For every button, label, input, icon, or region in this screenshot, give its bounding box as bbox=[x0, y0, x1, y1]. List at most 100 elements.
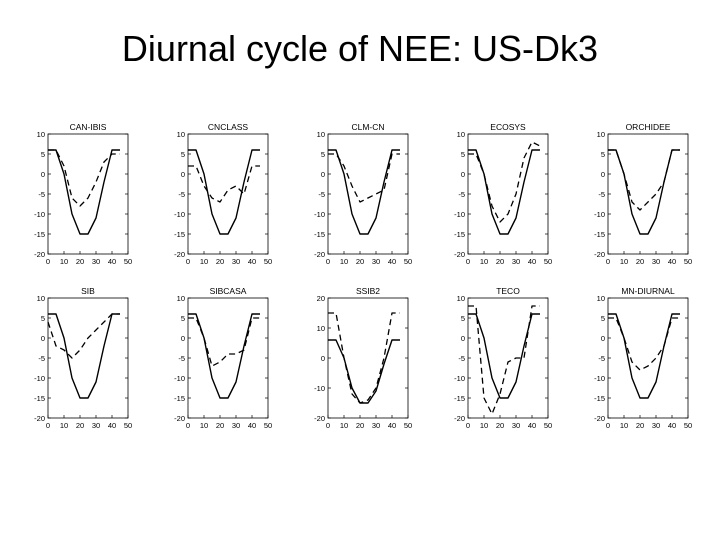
y-tick-label: -10 bbox=[314, 384, 325, 393]
solid-series-line bbox=[328, 149, 400, 235]
panel-title: CNCLASS bbox=[208, 122, 248, 132]
x-tick-label: 10 bbox=[340, 257, 348, 266]
y-tick-label: 10 bbox=[597, 130, 605, 139]
x-tick-label: 0 bbox=[186, 421, 190, 430]
y-tick-label: 5 bbox=[321, 150, 325, 159]
x-tick-label: 40 bbox=[248, 421, 256, 430]
x-tick-label: 50 bbox=[124, 421, 132, 430]
y-tick-label: 0 bbox=[181, 334, 185, 343]
y-tick-label: 10 bbox=[457, 130, 465, 139]
y-tick-label: -5 bbox=[458, 354, 465, 363]
x-tick-label: 50 bbox=[684, 421, 692, 430]
y-tick-label: -5 bbox=[178, 190, 185, 199]
x-tick-label: 0 bbox=[466, 421, 470, 430]
x-tick-label: 50 bbox=[404, 421, 412, 430]
y-tick-label: -20 bbox=[174, 250, 185, 259]
x-tick-label: 30 bbox=[372, 257, 380, 266]
x-tick-label: 30 bbox=[92, 257, 100, 266]
y-tick-label: -20 bbox=[594, 414, 605, 423]
x-tick-label: 40 bbox=[668, 257, 676, 266]
y-tick-label: -15 bbox=[174, 230, 185, 239]
y-tick-label: -10 bbox=[454, 374, 465, 383]
y-tick-label: -10 bbox=[174, 374, 185, 383]
dashed-series-line bbox=[48, 149, 120, 207]
plot-frame bbox=[187, 297, 269, 419]
panel-title: TECO bbox=[496, 286, 520, 296]
y-tick-label: -20 bbox=[314, 414, 325, 423]
x-tick-label: 30 bbox=[652, 421, 660, 430]
plot-frame bbox=[47, 133, 129, 255]
y-tick-label: 5 bbox=[41, 150, 45, 159]
x-tick-label: 0 bbox=[466, 257, 470, 266]
x-tick-label: 20 bbox=[216, 257, 224, 266]
panel-title: MN-DIURNAL bbox=[621, 286, 675, 296]
x-tick-label: 50 bbox=[684, 257, 692, 266]
y-tick-label: -5 bbox=[598, 354, 605, 363]
x-tick-label: 30 bbox=[512, 257, 520, 266]
dashed-series-line bbox=[47, 313, 120, 359]
x-tick-label: 30 bbox=[652, 257, 660, 266]
x-tick-label: 40 bbox=[388, 257, 396, 266]
x-tick-label: 0 bbox=[186, 257, 190, 266]
x-tick-label: 10 bbox=[60, 421, 68, 430]
y-tick-label: 10 bbox=[177, 294, 185, 303]
y-tick-label: 10 bbox=[597, 294, 605, 303]
x-tick-label: 40 bbox=[528, 257, 536, 266]
solid-series-line bbox=[468, 149, 540, 235]
y-tick-label: -20 bbox=[34, 414, 45, 423]
x-tick-label: 10 bbox=[620, 257, 628, 266]
y-tick-label: 10 bbox=[457, 294, 465, 303]
y-tick-label: -5 bbox=[458, 190, 465, 199]
x-tick-label: 30 bbox=[372, 421, 380, 430]
dashed-series-line bbox=[608, 317, 680, 371]
x-tick-label: 0 bbox=[606, 421, 610, 430]
plot-frame bbox=[607, 297, 689, 419]
dashed-series-line bbox=[188, 165, 260, 203]
x-tick-label: 0 bbox=[326, 257, 330, 266]
dashed-series-line bbox=[328, 312, 400, 404]
y-tick-label: -15 bbox=[174, 394, 185, 403]
x-tick-label: 20 bbox=[76, 421, 84, 430]
x-tick-label: 10 bbox=[200, 257, 208, 266]
y-tick-label: 5 bbox=[601, 314, 605, 323]
x-tick-label: 20 bbox=[496, 421, 504, 430]
plot-frame bbox=[187, 133, 269, 255]
y-tick-label: 20 bbox=[317, 294, 325, 303]
x-tick-label: 10 bbox=[620, 421, 628, 430]
y-tick-label: -5 bbox=[598, 190, 605, 199]
x-tick-label: 10 bbox=[480, 257, 488, 266]
solid-series-line bbox=[48, 313, 120, 399]
y-tick-label: 5 bbox=[181, 150, 185, 159]
y-tick-label: -20 bbox=[594, 250, 605, 259]
dashed-series-line bbox=[328, 153, 400, 203]
x-tick-label: 40 bbox=[248, 257, 256, 266]
y-tick-label: -15 bbox=[454, 394, 465, 403]
y-tick-label: 10 bbox=[37, 294, 45, 303]
x-tick-label: 50 bbox=[544, 421, 552, 430]
x-tick-label: 10 bbox=[60, 257, 68, 266]
plot-frame bbox=[47, 297, 129, 419]
dashed-series-line bbox=[608, 149, 680, 211]
y-tick-label: -20 bbox=[454, 414, 465, 423]
y-tick-label: -5 bbox=[38, 190, 45, 199]
x-tick-label: 0 bbox=[606, 257, 610, 266]
y-tick-label: 10 bbox=[317, 130, 325, 139]
x-tick-label: 40 bbox=[668, 421, 676, 430]
solid-series-line bbox=[328, 339, 400, 404]
y-tick-label: -20 bbox=[174, 414, 185, 423]
y-tick-label: 5 bbox=[461, 150, 465, 159]
y-tick-label: -10 bbox=[454, 210, 465, 219]
y-tick-label: 0 bbox=[41, 170, 45, 179]
solid-series-line bbox=[608, 313, 680, 399]
panel-title: ECOSYS bbox=[490, 122, 526, 132]
x-tick-label: 0 bbox=[46, 257, 50, 266]
x-tick-label: 20 bbox=[636, 421, 644, 430]
y-tick-label: -10 bbox=[174, 210, 185, 219]
